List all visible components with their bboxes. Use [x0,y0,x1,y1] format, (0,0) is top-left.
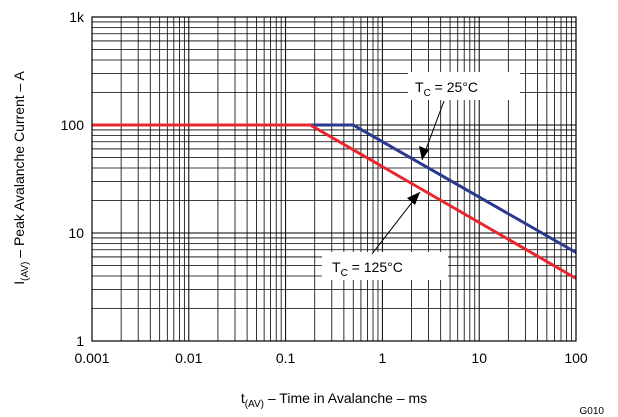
x-tick-label: 10 [471,350,487,366]
y-tick-label: 100 [61,117,85,133]
y-tick-label: 1 [76,333,84,349]
legend-125c-arrowhead [407,192,420,205]
legend-25c-label: TC = 25°C [415,79,478,99]
x-tick-label: 100 [564,350,588,366]
series-line-1 [92,123,577,280]
x-axis-title: t(AV) – Time in Avalanche – ms [241,390,427,410]
x-tick-label: 0.01 [175,350,202,366]
tick-labels: 0.001 0.01 0.1 1 10 100 1 10 100 1k [61,9,588,366]
figure-id: G010 [580,406,605,417]
x-tick-label: 0.001 [74,350,109,366]
x-tick-label: 0.1 [276,350,296,366]
grid [92,17,576,341]
legend-25c-arrowhead [419,146,429,160]
legend-25c: TC = 25°C [408,72,520,161]
legend-25c-box [408,72,520,100]
y-axis-title: I(AV) – Peak Avalanche Current – A [11,71,31,285]
plot-frame [91,16,577,342]
series-layer [92,123,577,280]
legend-125c-label: TC = 125°C [332,259,403,279]
y-tick-label: 10 [68,225,84,241]
legend-125c: TC = 125°C [322,191,448,280]
x-tick-label: 1 [379,350,387,366]
y-tick-label: 1k [69,9,85,25]
legend-125c-box [322,252,448,280]
